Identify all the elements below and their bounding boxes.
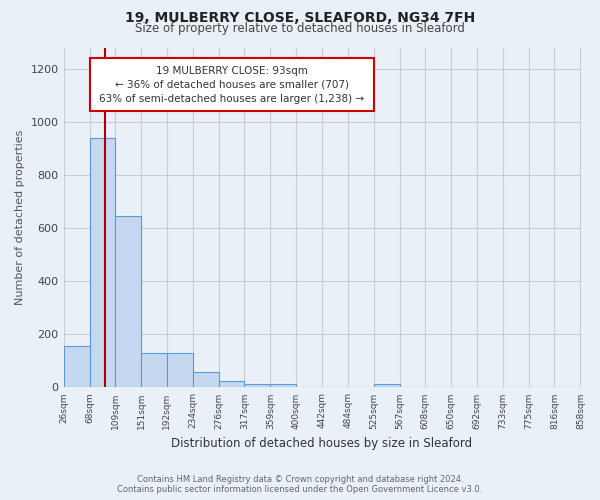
Bar: [219, 381, 244, 388]
Bar: [64, 346, 89, 388]
Text: Contains HM Land Registry data © Crown copyright and database right 2024.
Contai: Contains HM Land Registry data © Crown c…: [118, 474, 482, 494]
Text: 19, MULBERRY CLOSE, SLEAFORD, NG34 7FH: 19, MULBERRY CLOSE, SLEAFORD, NG34 7FH: [125, 11, 475, 25]
X-axis label: Distribution of detached houses by size in Sleaford: Distribution of detached houses by size …: [172, 437, 473, 450]
Text: 19 MULBERRY CLOSE: 93sqm
← 36% of detached houses are smaller (707)
63% of semi-: 19 MULBERRY CLOSE: 93sqm ← 36% of detach…: [99, 66, 364, 104]
Bar: [271, 384, 296, 388]
FancyBboxPatch shape: [89, 58, 374, 111]
Bar: [193, 372, 219, 388]
Bar: [89, 138, 115, 388]
Bar: [374, 384, 400, 388]
Bar: [115, 216, 141, 388]
Y-axis label: Number of detached properties: Number of detached properties: [15, 130, 25, 305]
Bar: [141, 353, 167, 388]
Bar: [244, 384, 271, 388]
Text: Size of property relative to detached houses in Sleaford: Size of property relative to detached ho…: [135, 22, 465, 35]
Bar: [167, 353, 193, 388]
